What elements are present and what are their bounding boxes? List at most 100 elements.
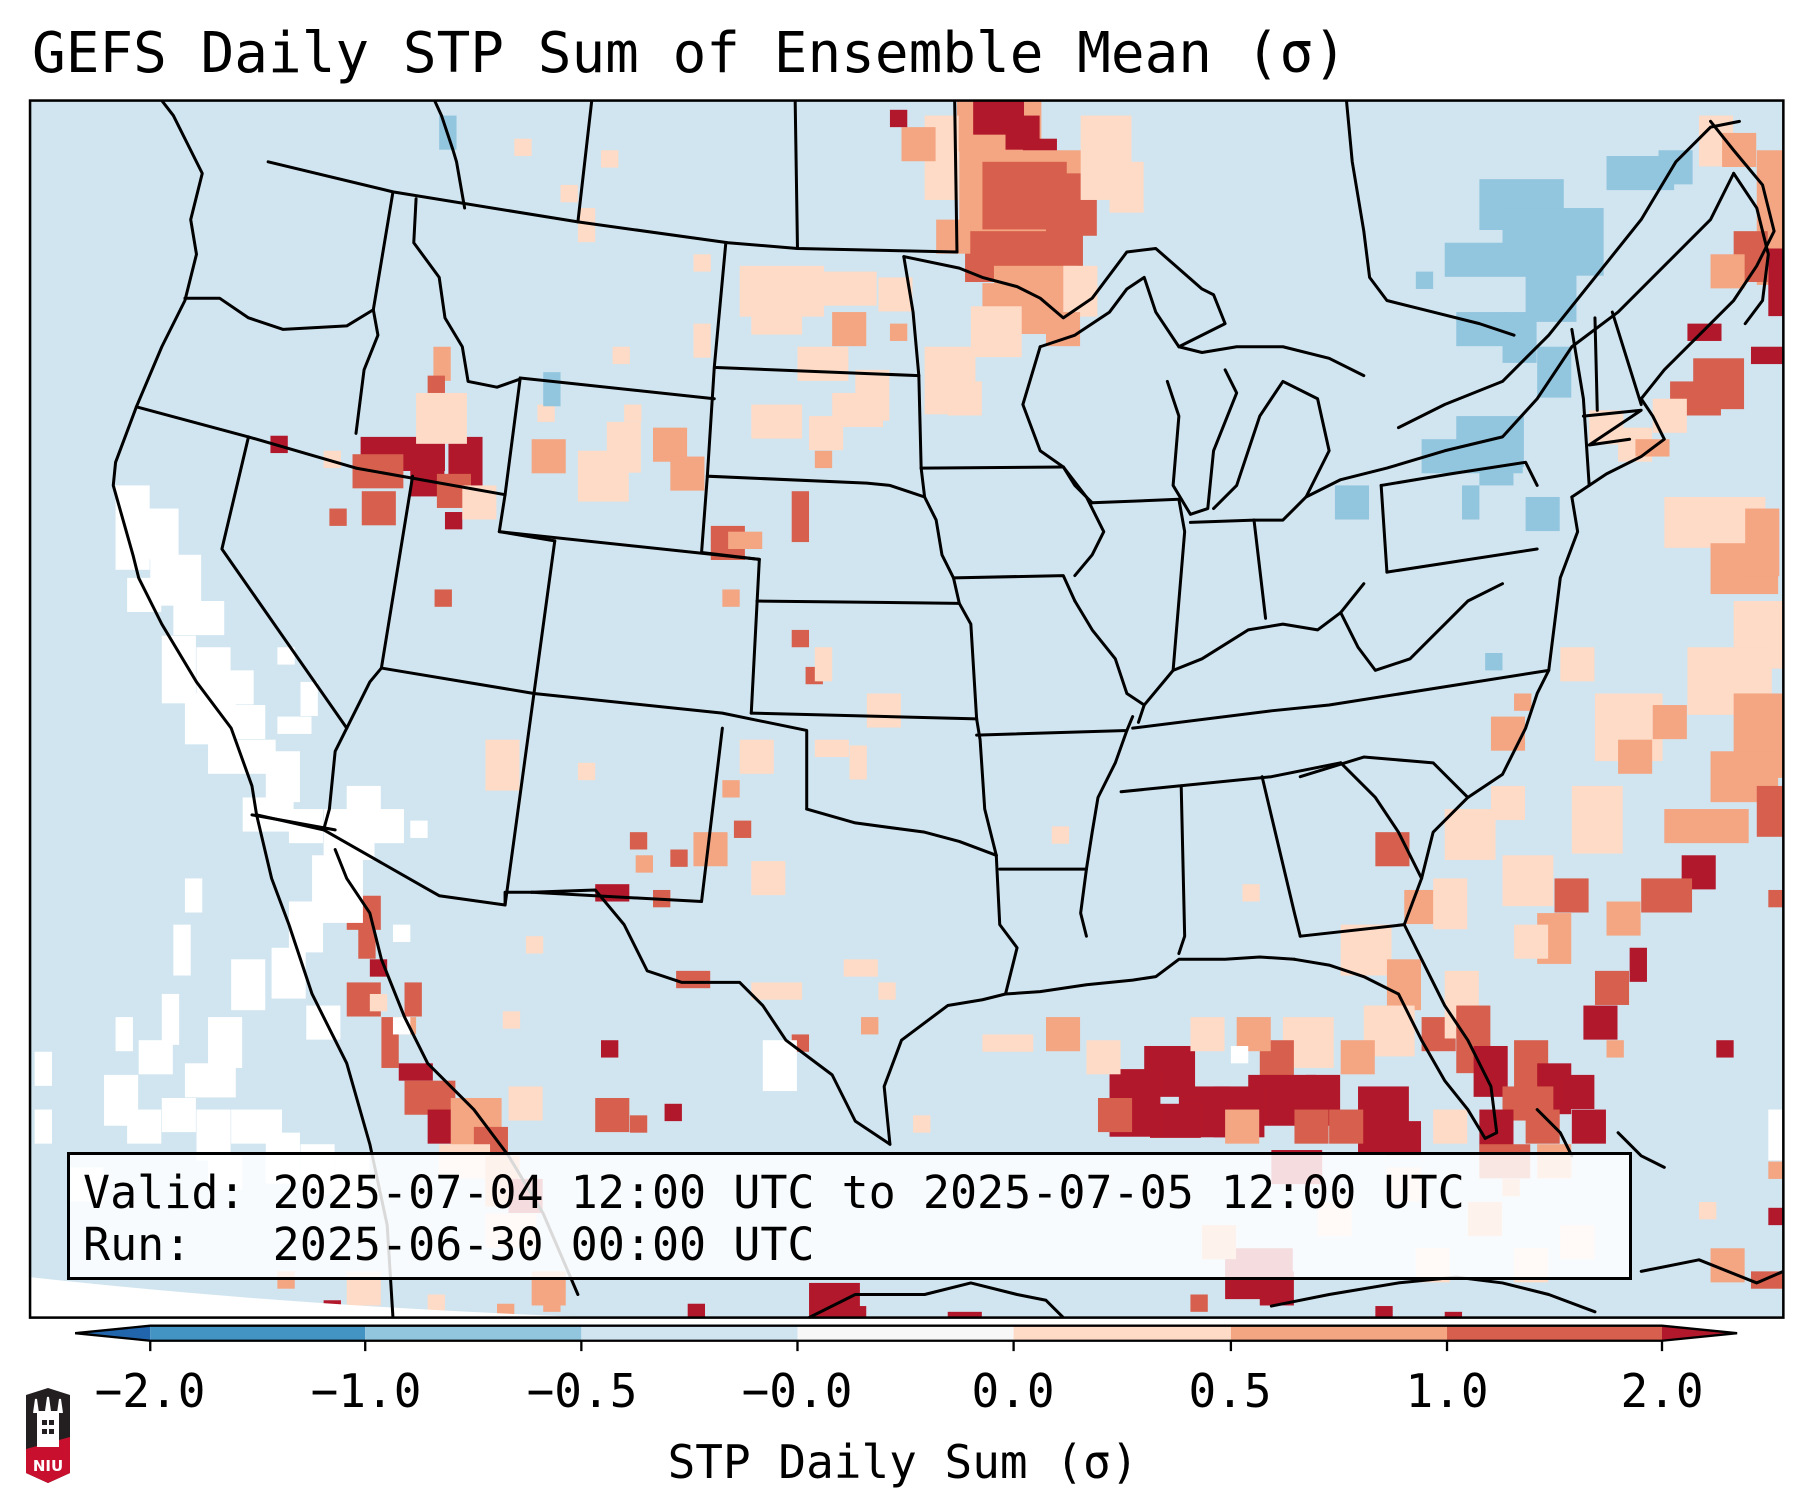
border-mn-ontario [902,246,1366,378]
anomaly-cell [577,450,629,502]
anomaly-cell [664,1103,682,1122]
anomaly-cell [843,959,878,977]
colorbar-tick-label: −0.0 [741,1364,853,1418]
anomaly-cell [1658,150,1693,185]
colorbar-tick-label: 1.0 [1405,1364,1489,1418]
coastline-pacific [111,100,326,832]
anomaly-cell [1554,878,1589,913]
anomaly-cell [1329,1109,1364,1144]
coastline-michigan-lower [1212,379,1331,522]
anomaly-cell [34,1109,53,1144]
anomaly-cell [514,138,532,157]
anomaly-cell [1230,1045,1249,1064]
coastline-mid-atlantic [1402,495,1580,927]
anomaly-cell [127,577,162,612]
anomaly-cell [161,1098,196,1133]
border-or-id [354,308,380,435]
logo-red-band [26,1437,70,1483]
anomaly-cell [947,1311,982,1318]
chart-title: GEFS Daily STP Sum of Ensemble Mean (σ) [32,21,1347,86]
coastline-texas [882,992,1008,1146]
border-al-ga [1260,775,1302,938]
colorbar-tick-label: 2.0 [1620,1364,1704,1418]
anomaly-cell [34,1051,53,1086]
border-pa-md [1385,547,1539,574]
anomaly-cell [612,346,630,365]
border-sd-ne [705,474,927,499]
border-id-nv-ut [354,466,507,497]
border-mt-dakotas [700,241,728,554]
anomaly-cell [1386,1121,1422,1156]
anomaly-cell [427,1294,445,1312]
anomaly-cell [508,1086,543,1121]
anomaly-cell [1768,248,1784,317]
border-nm-tx [530,726,724,904]
anomaly-cell [889,109,908,128]
border-ca-mexico [250,813,337,832]
anomaly-cell [797,346,849,381]
anomaly-cell [358,924,376,959]
anomaly-cell [751,300,803,335]
anomaly-cell [1698,1202,1717,1220]
anomaly-cell [577,762,596,781]
border-nm-co-ok [532,691,809,811]
anomaly-cell [595,884,630,902]
anomaly-cell [1340,1040,1375,1075]
anomaly-cell [1514,693,1532,711]
anomaly-cell [1236,1017,1271,1052]
border-saskatchewan-manitoba [793,100,799,250]
anomaly-cell [138,1040,173,1075]
colorbar-tick-label: −0.5 [526,1364,638,1418]
anomaly-cell [1687,323,1722,341]
anomaly-cell [277,647,295,665]
border-oh-pa [1379,483,1389,574]
anomaly-cell [901,127,936,162]
anomaly-cell [1768,889,1784,908]
anomaly-cell [1375,832,1410,867]
colorbar-segment [581,1325,798,1341]
anomaly-cell [1745,508,1780,577]
anomaly-cell [982,1034,1034,1052]
anomaly-cell [635,855,654,873]
border-ia-il [1061,465,1106,578]
border-us-canada-west [266,160,959,254]
anomaly-cell [1756,785,1784,837]
anomaly-cell [543,372,561,407]
anomaly-cell [889,323,908,341]
anomaly-cell [416,392,467,444]
colorbar-segment [1447,1325,1662,1341]
anomaly-cell [814,739,849,758]
anomaly-cell [936,219,971,254]
anomaly-cell [739,739,774,774]
anomaly-cell [1560,647,1595,682]
anomaly-cell [878,982,896,1000]
anomaly-cell [543,1294,561,1312]
anomaly-cell [1433,1109,1468,1144]
anomaly-cell [369,993,388,1012]
border-wi-il [1090,497,1181,505]
anomaly-cell [1109,161,1144,213]
anomaly-cell [791,629,810,648]
anomaly-cell [434,589,452,607]
coastline-new-england [1570,119,1776,499]
coastline-bahamas-2 [1616,1131,1666,1169]
anomaly-cell [208,1017,243,1068]
border-ok-tx [805,807,998,857]
colorbar-segment [150,1325,366,1341]
anomaly-cell [531,439,566,474]
anomaly-cell [1618,739,1653,774]
anomaly-cell [502,1011,521,1029]
border-ks-ok [749,711,979,721]
border-mn-wi [1021,345,1094,505]
anomaly-cell [433,346,451,381]
border-mississippi-river [1079,728,1129,938]
anomaly-cell [1462,485,1480,520]
colorbar-segment [365,1325,582,1341]
anomaly-cell [1594,970,1630,1005]
anomaly-cell [1652,705,1687,740]
anomaly-cell [144,508,179,560]
coastline-gulf-central [1004,955,1296,996]
border-ne-ks [755,599,961,605]
anomaly-cell [1606,901,1641,936]
